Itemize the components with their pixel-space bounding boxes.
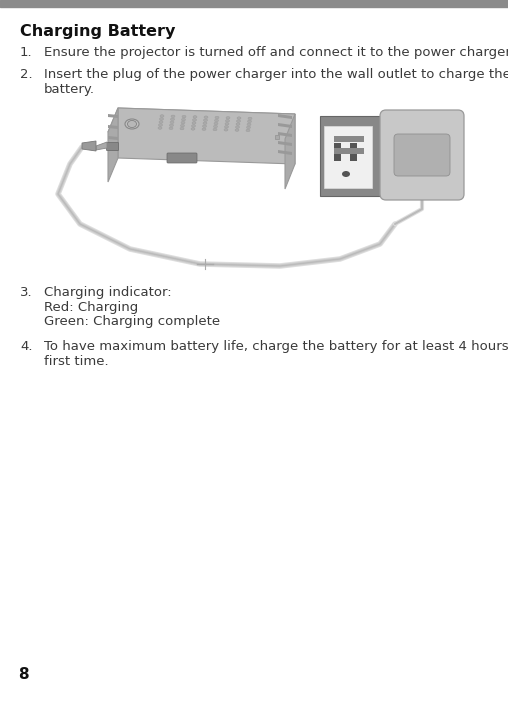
Polygon shape — [278, 141, 292, 146]
Bar — [334, 136, 364, 142]
Text: 8: 8 — [18, 667, 28, 682]
Ellipse shape — [224, 129, 228, 131]
Text: Charging Battery: Charging Battery — [20, 24, 175, 39]
Ellipse shape — [248, 117, 252, 120]
Ellipse shape — [215, 116, 219, 119]
FancyBboxPatch shape — [380, 110, 464, 200]
Polygon shape — [108, 114, 118, 118]
Ellipse shape — [180, 127, 184, 130]
Polygon shape — [285, 114, 295, 189]
Polygon shape — [278, 150, 292, 155]
Bar — [0, 0, 508, 7]
Text: 2.: 2. — [20, 68, 33, 81]
Text: 3.: 3. — [20, 286, 33, 299]
Ellipse shape — [237, 120, 240, 122]
FancyBboxPatch shape — [107, 142, 118, 151]
Ellipse shape — [246, 129, 250, 132]
Polygon shape — [278, 132, 292, 137]
Text: Red: Charging: Red: Charging — [44, 301, 138, 314]
Ellipse shape — [247, 120, 251, 122]
Ellipse shape — [192, 125, 196, 127]
Ellipse shape — [204, 119, 207, 122]
Ellipse shape — [225, 125, 229, 128]
Ellipse shape — [180, 125, 184, 127]
Bar — [320, 116, 388, 196]
Ellipse shape — [235, 129, 239, 132]
Ellipse shape — [158, 127, 162, 130]
Ellipse shape — [193, 119, 197, 121]
Ellipse shape — [225, 122, 229, 125]
Polygon shape — [108, 108, 118, 182]
Ellipse shape — [193, 115, 197, 118]
Polygon shape — [108, 108, 295, 139]
Ellipse shape — [203, 125, 206, 127]
Text: To have maximum battery life, charge the battery for at least 4 hours the: To have maximum battery life, charge the… — [44, 340, 508, 353]
Ellipse shape — [203, 122, 207, 125]
Polygon shape — [108, 147, 118, 151]
Ellipse shape — [226, 120, 230, 122]
Text: 4.: 4. — [20, 340, 33, 353]
Ellipse shape — [202, 128, 206, 130]
Ellipse shape — [213, 125, 217, 127]
Polygon shape — [82, 141, 96, 151]
Ellipse shape — [214, 122, 218, 125]
FancyBboxPatch shape — [394, 134, 450, 176]
Ellipse shape — [171, 118, 175, 120]
Text: Ensure the projector is turned off and connect it to the power charger.: Ensure the projector is turned off and c… — [44, 46, 508, 59]
Text: Green: Charging complete: Green: Charging complete — [44, 315, 220, 328]
Ellipse shape — [160, 115, 164, 118]
Ellipse shape — [342, 171, 350, 177]
Polygon shape — [278, 114, 292, 119]
Ellipse shape — [213, 128, 217, 131]
Ellipse shape — [169, 127, 173, 130]
Ellipse shape — [170, 121, 174, 123]
Ellipse shape — [159, 121, 163, 123]
Polygon shape — [96, 142, 107, 150]
Ellipse shape — [237, 117, 241, 120]
Ellipse shape — [181, 118, 185, 121]
Ellipse shape — [236, 126, 239, 128]
Ellipse shape — [236, 123, 240, 125]
Bar — [334, 143, 341, 161]
Ellipse shape — [158, 124, 163, 126]
Polygon shape — [118, 108, 295, 164]
Bar — [350, 143, 357, 161]
Ellipse shape — [226, 117, 230, 119]
Polygon shape — [108, 136, 118, 140]
Ellipse shape — [125, 119, 139, 129]
FancyBboxPatch shape — [167, 153, 197, 163]
Ellipse shape — [246, 126, 250, 129]
Ellipse shape — [214, 119, 218, 122]
Text: Charging indicator:: Charging indicator: — [44, 286, 172, 299]
Ellipse shape — [160, 118, 164, 120]
Bar — [275, 135, 279, 139]
Bar — [324, 126, 372, 188]
Text: first time.: first time. — [44, 355, 109, 368]
Polygon shape — [278, 123, 292, 128]
Ellipse shape — [204, 116, 208, 118]
Ellipse shape — [247, 123, 251, 125]
Text: Insert the plug of the power charger into the wall outlet to charge the: Insert the plug of the power charger int… — [44, 68, 508, 81]
Ellipse shape — [191, 127, 195, 130]
Ellipse shape — [181, 121, 185, 124]
Ellipse shape — [192, 122, 196, 124]
Ellipse shape — [128, 120, 137, 127]
Bar — [334, 148, 364, 154]
Text: 1.: 1. — [20, 46, 33, 59]
Ellipse shape — [170, 124, 174, 127]
Ellipse shape — [182, 115, 186, 118]
Ellipse shape — [171, 115, 175, 118]
Text: battery.: battery. — [44, 83, 95, 96]
Polygon shape — [108, 125, 118, 129]
